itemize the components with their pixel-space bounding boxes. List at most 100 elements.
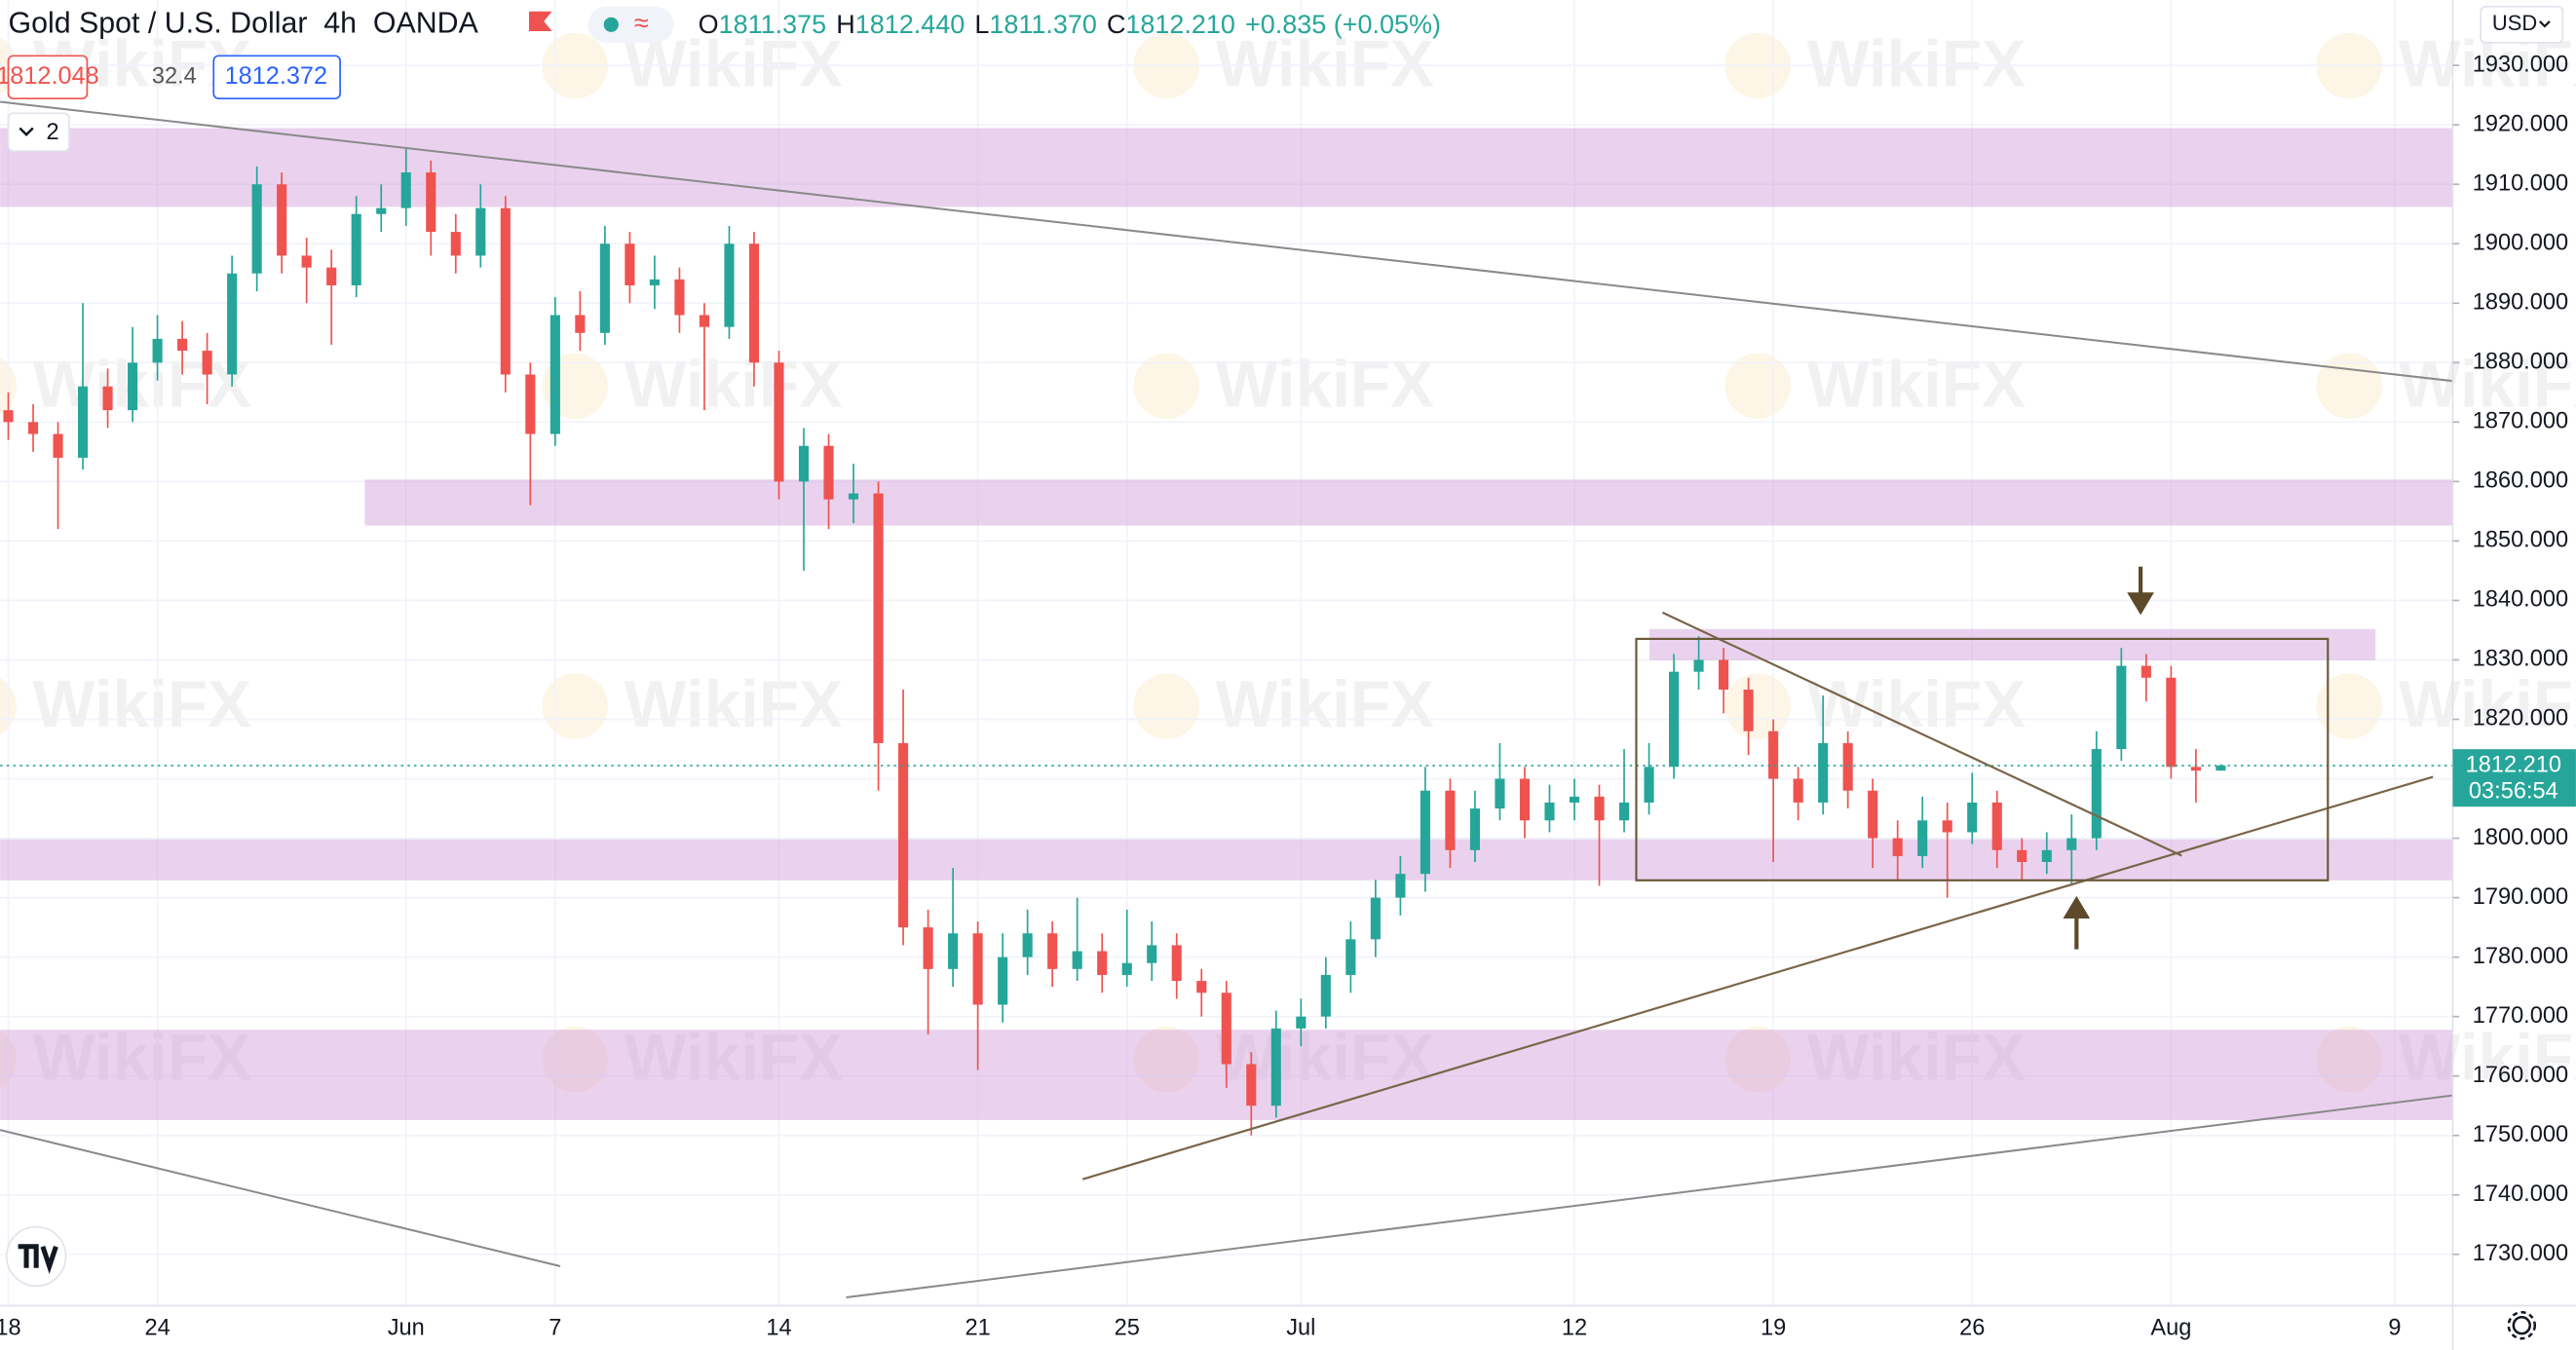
sell-button[interactable] xyxy=(7,55,89,100)
zone xyxy=(364,479,2453,526)
candle-body xyxy=(948,933,959,969)
candle-body xyxy=(2140,665,2151,678)
candle-body xyxy=(1793,778,1803,803)
candle-body xyxy=(1469,808,1480,850)
x-tick-label: 9 xyxy=(2388,1315,2401,1340)
arrow-up xyxy=(2063,895,2091,950)
candle-body xyxy=(326,267,337,285)
candle-body xyxy=(1445,790,1456,850)
y-tick-label: 1840.000 xyxy=(2473,587,2568,613)
candle-body xyxy=(1370,897,1381,940)
candle-body xyxy=(152,338,163,363)
candle-body xyxy=(1147,945,1157,963)
logo-mark xyxy=(18,1244,58,1275)
currency-button[interactable] xyxy=(2480,5,2564,44)
candle-body xyxy=(1719,659,1729,690)
candle-body xyxy=(1345,939,1356,975)
candle-body xyxy=(625,244,635,285)
x-tick-label: 18 xyxy=(0,1315,21,1340)
y-tick-label: 1830.000 xyxy=(2473,647,2568,672)
candle-body xyxy=(1594,796,1605,821)
y-tick-label: 1860.000 xyxy=(2473,469,2568,494)
candle-body xyxy=(400,171,411,208)
ohlc-key: H xyxy=(836,10,854,39)
watermark: WikiFX xyxy=(2399,348,2576,421)
candle-body xyxy=(923,927,933,969)
watermark-logo xyxy=(2316,353,2382,419)
watermark-logo xyxy=(1724,673,1791,739)
candle-body xyxy=(2166,677,2177,768)
candle-body xyxy=(575,315,586,333)
indicators-toggle[interactable] xyxy=(7,112,70,152)
watermark: WikiFX xyxy=(1216,28,1434,101)
candle-body xyxy=(1097,951,1108,975)
y-tick-label: 1820.000 xyxy=(2473,706,2568,731)
ohlc-value: 1812.210 xyxy=(1125,10,1234,39)
candle-body xyxy=(1047,933,1058,969)
x-tick-label: 25 xyxy=(1115,1315,1140,1340)
candle-body xyxy=(1868,790,1878,839)
trend-line xyxy=(1081,775,2434,1181)
ohlc-key: O xyxy=(699,10,719,39)
x-tick-label: 19 xyxy=(1761,1315,1786,1340)
chevron xyxy=(2539,20,2551,28)
candle-body xyxy=(1917,820,1928,856)
candle-body xyxy=(599,244,610,333)
change: +0.835 (+0.05%) xyxy=(1245,10,1441,39)
ohlc-key: L xyxy=(974,10,989,39)
y-tick-label: 1760.000 xyxy=(2473,1063,2568,1088)
buy-button[interactable] xyxy=(212,55,341,100)
candle-body xyxy=(227,273,238,375)
candle-body xyxy=(351,213,361,285)
y-tick-label: 1930.000 xyxy=(2473,52,2568,77)
watermark: WikiFX xyxy=(1807,668,2026,741)
source: OANDA xyxy=(373,7,479,39)
candle-body xyxy=(77,386,89,458)
candle-body xyxy=(1842,742,1853,791)
buy-price[interactable]: 1812.372 xyxy=(225,62,327,90)
candle-body xyxy=(1196,981,1207,994)
watermark: WikiFX xyxy=(1216,348,1434,421)
candle-body xyxy=(27,422,39,434)
y-tick-label: 1770.000 xyxy=(2473,1003,2568,1029)
indicators-count[interactable]: 2 xyxy=(46,120,58,145)
candle-body xyxy=(1942,820,1952,833)
symbol-title: Gold Spot / U.S. Dollar xyxy=(9,7,308,39)
trend-line xyxy=(846,1094,2453,1299)
candle-body xyxy=(475,207,486,256)
watermark: WikiFX xyxy=(2399,668,2576,741)
candle-body xyxy=(1121,962,1132,975)
watermark: WikiFX xyxy=(1807,28,2026,101)
candle-body xyxy=(202,351,212,375)
status-pill[interactable] xyxy=(587,6,674,43)
y-tick-label: 1870.000 xyxy=(2473,409,2568,434)
candle-body xyxy=(972,933,983,1005)
currency[interactable]: USD xyxy=(2492,11,2537,35)
candle-body xyxy=(102,386,113,411)
y-tick-label: 1780.000 xyxy=(2473,944,2568,969)
interval[interactable]: 4h xyxy=(323,7,357,39)
zone xyxy=(0,128,2453,207)
candle-body xyxy=(724,244,735,327)
settings-icon[interactable] xyxy=(2507,1310,2537,1340)
candle-body xyxy=(450,232,461,256)
sell-price[interactable]: 1812.048 xyxy=(0,62,99,90)
candle-body xyxy=(1569,796,1580,803)
ohlc-value: 1812.440 xyxy=(855,10,965,39)
watermark: WikiFX xyxy=(625,1022,843,1095)
y-tick-label: 1800.000 xyxy=(2473,825,2568,850)
candle-body xyxy=(1395,874,1406,898)
flag-icon[interactable] xyxy=(529,11,552,32)
y-tick-label: 1730.000 xyxy=(2473,1241,2568,1266)
candle-body xyxy=(873,493,884,743)
x-tick-label: Jun xyxy=(388,1315,425,1340)
candle-body xyxy=(1022,933,1033,957)
x-tick-label: 26 xyxy=(1959,1315,1985,1340)
y-tick-label: 1920.000 xyxy=(2473,111,2568,136)
candle-body xyxy=(500,207,511,375)
candle-body xyxy=(1967,802,1978,833)
watermark: WikiFX xyxy=(33,668,251,741)
y-tick-label: 1910.000 xyxy=(2473,170,2568,196)
